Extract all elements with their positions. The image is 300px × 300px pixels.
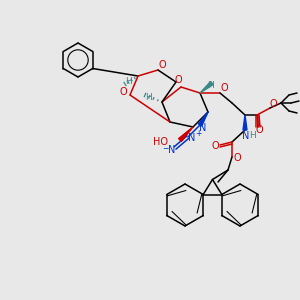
Text: N: N bbox=[199, 123, 207, 133]
Text: H: H bbox=[126, 76, 132, 85]
Text: O: O bbox=[119, 87, 127, 97]
Text: O: O bbox=[220, 83, 228, 93]
Text: H: H bbox=[250, 131, 256, 140]
Text: H: H bbox=[145, 92, 152, 101]
Text: O: O bbox=[174, 75, 182, 85]
Text: O: O bbox=[269, 99, 277, 109]
Text: N: N bbox=[242, 131, 250, 141]
Text: O: O bbox=[255, 125, 263, 135]
Polygon shape bbox=[178, 127, 193, 141]
Text: +: + bbox=[195, 128, 201, 137]
Polygon shape bbox=[243, 115, 247, 130]
Text: N: N bbox=[168, 145, 176, 155]
Text: O: O bbox=[233, 153, 241, 163]
Text: H: H bbox=[207, 80, 213, 89]
Text: O: O bbox=[158, 60, 166, 70]
Text: N: N bbox=[188, 133, 196, 143]
Text: HO: HO bbox=[153, 137, 168, 147]
Polygon shape bbox=[198, 112, 208, 126]
Text: O: O bbox=[211, 141, 219, 151]
Text: −: − bbox=[162, 145, 168, 154]
Polygon shape bbox=[200, 82, 213, 93]
